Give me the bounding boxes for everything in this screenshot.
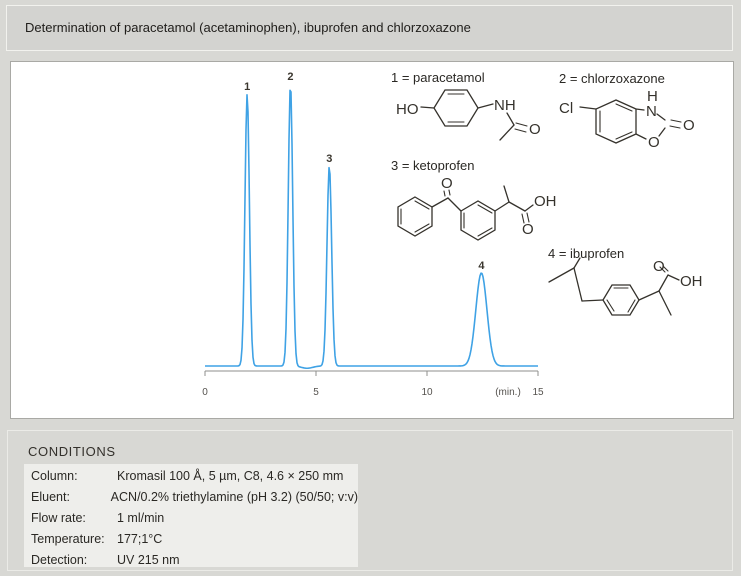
conditions-title: CONDITIONS [28, 444, 116, 459]
x-tick-label: 10 [421, 387, 433, 398]
peak-number-label: 3 [326, 153, 332, 165]
benzene-ring [602, 284, 640, 316]
chromatogram-trace [205, 89, 538, 370]
structure-label-ibuprofen: 4 = ibuprofen [548, 246, 625, 261]
benzene-ring [595, 99, 637, 144]
benzene-ring [460, 200, 496, 241]
chromatogram: 0 5 10 15 (min.) 1 2 3 4 [202, 71, 544, 398]
conditions-table: Column: Kromasil 100 Å, 5 µm, C8, 4.6 × … [24, 464, 358, 567]
page-title: Determination of paracetamol (acetaminop… [25, 20, 471, 35]
condition-label: Column: [31, 469, 78, 483]
condition-value: ACN/0.2% triethylamine (pH 3.2) (50/50; … [110, 490, 358, 504]
peak-number-label: 1 [244, 81, 250, 93]
structure-label-paracetamol: 1 = paracetamol [391, 70, 485, 85]
atom-label: O [648, 134, 660, 151]
paracetamol-skeleton: HO NH O [396, 89, 541, 141]
condition-value: Kromasil 100 Å, 5 µm, C8, 4.6 × 250 mm [117, 469, 344, 483]
atom-label: O [522, 221, 534, 238]
conditions-panel: CONDITIONS Column: Kromasil 100 Å, 5 µm,… [7, 430, 733, 571]
structure-label-ketoprofen: 3 = ketoprofen [391, 158, 475, 173]
condition-label: Temperature: [31, 532, 105, 546]
condition-row: Temperature: 177;1°C [24, 529, 358, 550]
x-axis-unit: (min.) [495, 387, 521, 398]
benzene-ring [397, 196, 433, 237]
condition-row: Column: Kromasil 100 Å, 5 µm, C8, 4.6 × … [24, 466, 358, 487]
chlorzoxazone-skeleton: Cl H N O O [559, 88, 695, 151]
atom-label: O [653, 258, 665, 275]
ketoprofen-skeleton: O OH O [397, 175, 557, 241]
structure-ketoprofen: O OH O [397, 175, 557, 241]
condition-row: Detection: UV 215 nm [24, 550, 358, 571]
atom-label: N [646, 103, 657, 120]
atom-label: OH [534, 193, 557, 210]
benzene-ring [433, 89, 479, 127]
condition-label: Flow rate: [31, 511, 86, 525]
condition-row: Flow rate: 1 ml/min [24, 508, 358, 529]
atom-label: O [529, 121, 541, 138]
x-tick-label: 15 [532, 387, 544, 398]
structure-label-chlorzoxazone: 2 = chlorzoxazone [559, 71, 665, 86]
atom-label: H [647, 88, 658, 105]
atom-label: NH [494, 97, 516, 114]
chromatogram-panel: 0 5 10 15 (min.) 1 2 3 4 1 = paracetamol HO NH O… [10, 61, 734, 419]
x-tick-label: 5 [313, 387, 319, 398]
condition-value: 177;1°C [117, 532, 163, 546]
x-tick-label: 0 [202, 387, 208, 398]
peak-number-label: 4 [478, 260, 485, 272]
atom-label: HO [396, 101, 419, 118]
structure-ibuprofen: O OH [548, 257, 703, 316]
structure-chlorzoxazone: Cl H N O O [559, 88, 695, 151]
header-bar: Determination of paracetamol (acetaminop… [6, 5, 733, 51]
peak-number-label: 2 [287, 71, 293, 83]
atom-label: O [441, 175, 453, 192]
atom-label: Cl [559, 100, 573, 117]
ibuprofen-skeleton: O OH [548, 257, 703, 316]
structure-paracetamol: HO NH O [396, 89, 541, 141]
atom-label: O [683, 117, 695, 134]
condition-value: 1 ml/min [117, 511, 165, 525]
atom-label: OH [680, 273, 703, 290]
condition-row: Eluent: ACN/0.2% triethylamine (pH 3.2) … [24, 487, 358, 508]
condition-value: UV 215 nm [117, 553, 180, 567]
condition-label: Eluent: [31, 490, 70, 504]
condition-label: Detection: [31, 553, 88, 567]
